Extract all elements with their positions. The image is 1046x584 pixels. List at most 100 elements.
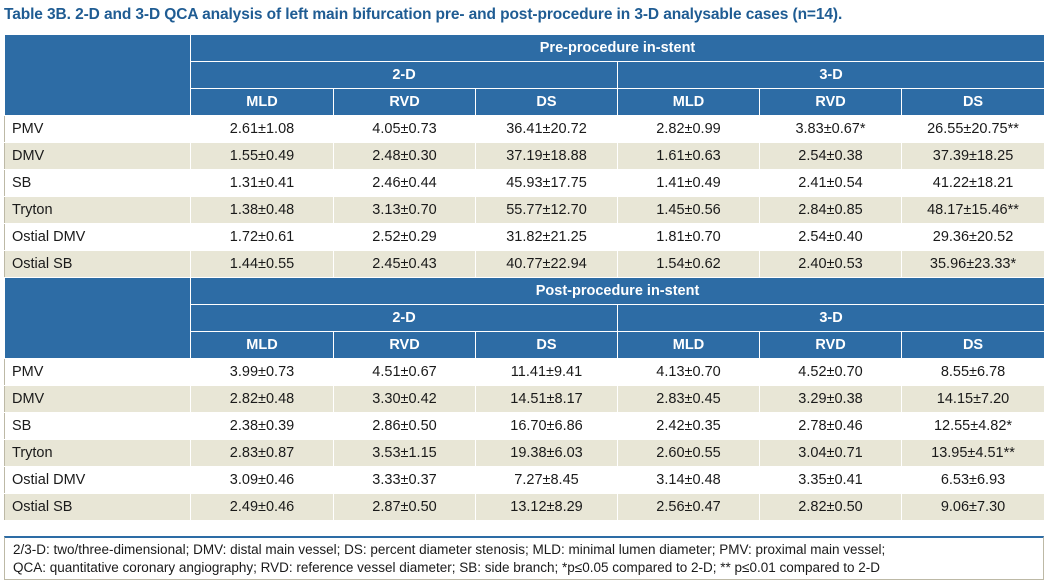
table-cell: 4.13±0.70	[617, 358, 760, 386]
section-heading-row: Pre-procedure in-stent	[4, 34, 1046, 116]
table-cell: 13.95±4.51**	[900, 439, 1046, 467]
group-heading: 3-D	[616, 61, 1046, 89]
column-heading: RVD	[759, 331, 902, 359]
row-label: Ostial DMV	[4, 466, 191, 494]
table-cell: 2.83±0.87	[190, 439, 334, 467]
group-heading: 2-D	[190, 304, 618, 332]
row-label: PMV	[4, 115, 191, 143]
qca-table: Pre-procedure in-stent 2-D 3-D MLD RVD DS MLD R…	[4, 34, 1046, 521]
table-cell: 1.45±0.56	[617, 196, 760, 224]
column-heading: DS	[900, 88, 1046, 116]
table-cell: 3.83±0.67*	[759, 115, 902, 143]
row-label: Ostial SB	[4, 250, 191, 278]
group-heading: 3-D	[616, 304, 1046, 332]
table-cell: 45.93±17.75	[475, 169, 618, 197]
table-cell: 2.78±0.46	[759, 412, 902, 440]
table-cell: 2.54±0.38	[759, 142, 902, 170]
table-cell: 9.06±7.30	[900, 493, 1046, 521]
section-heading: Pre-procedure in-stent	[189, 34, 1046, 62]
table-cell: 12.55±4.82*	[900, 412, 1046, 440]
table-cell: 2.49±0.46	[190, 493, 334, 521]
table-cell: 16.70±6.86	[475, 412, 618, 440]
table-row: Ostial DMV 3.09±0.46 3.33±0.37 7.27±8.45 3.1…	[4, 466, 1046, 494]
table-cell: 2.56±0.47	[617, 493, 760, 521]
row-label: SB	[4, 169, 191, 197]
column-heading: MLD	[617, 331, 760, 359]
table-cell: 2.82±0.99	[617, 115, 760, 143]
table-cell: 37.19±18.88	[475, 142, 618, 170]
table-cell: 7.27±8.45	[475, 466, 618, 494]
table-cell: 2.40±0.53	[759, 250, 902, 278]
table-cell: 48.17±15.46**	[900, 196, 1046, 224]
header-blank-cell	[4, 34, 191, 116]
table-cell: 2.60±0.55	[617, 439, 760, 467]
table-cell: 1.44±0.55	[190, 250, 334, 278]
table-cell: 4.52±0.70	[759, 358, 902, 386]
table-cell: 3.14±0.48	[617, 466, 760, 494]
table-cell: 36.41±20.72	[475, 115, 618, 143]
table-cell: 2.54±0.40	[759, 223, 902, 251]
section-heading: Post-procedure in-stent	[189, 277, 1046, 305]
table-cell: 1.54±0.62	[617, 250, 760, 278]
table-cell: 1.61±0.63	[617, 142, 760, 170]
table-cell: 8.55±6.78	[900, 358, 1046, 386]
group-heading: 2-D	[190, 61, 618, 89]
table-cell: 55.77±12.70	[475, 196, 618, 224]
table-row: Tryton 2.83±0.87 3.53±1.15 19.38±6.03 2.60±0…	[4, 439, 1046, 467]
table-cell: 2.61±1.08	[190, 115, 334, 143]
table-cell: 2.45±0.43	[333, 250, 476, 278]
table-cell: 2.52±0.29	[333, 223, 476, 251]
table-cell: 14.15±7.20	[900, 385, 1046, 413]
row-label: Ostial DMV	[4, 223, 191, 251]
table-cell: 2.82±0.50	[759, 493, 902, 521]
table-row: Ostial SB 2.49±0.46 2.87±0.50 13.12±8.29 2.5…	[4, 493, 1046, 521]
section-heading-row: Post-procedure in-stent	[4, 277, 1046, 359]
table-cell: 2.48±0.30	[333, 142, 476, 170]
table-cell: 2.84±0.85	[759, 196, 902, 224]
footnote-line-1: 2/3-D: two/three-dimensional; DMV: dista…	[13, 542, 886, 557]
table-cell: 29.36±20.52	[900, 223, 1046, 251]
table-cell: 2.46±0.44	[333, 169, 476, 197]
table-cell: 3.04±0.71	[759, 439, 902, 467]
table-cell: 3.33±0.37	[333, 466, 476, 494]
table-cell: 31.82±21.25	[475, 223, 618, 251]
table-cell: 1.31±0.41	[190, 169, 334, 197]
table-cell: 1.38±0.48	[190, 196, 334, 224]
row-label: DMV	[4, 142, 191, 170]
table-row: DMV 2.82±0.48 3.30±0.42 14.51±8.17 2.83±0.45…	[4, 385, 1046, 413]
column-heading-row: MLD RVD DS MLD RVD DS	[5, 331, 1046, 359]
column-heading: DS	[475, 331, 618, 359]
row-label: DMV	[4, 385, 191, 413]
row-label: Tryton	[4, 439, 191, 467]
table-row: PMV 2.61±1.08 4.05±0.73 36.41±20.72 2.82±0.9…	[4, 115, 1046, 143]
column-heading: MLD	[190, 331, 334, 359]
table-cell: 26.55±20.75**	[900, 115, 1046, 143]
table-cell: 4.51±0.67	[333, 358, 476, 386]
table-footnote: 2/3-D: two/three-dimensional; DMV: dista…	[4, 536, 1044, 580]
table-cell: 2.41±0.54	[759, 169, 902, 197]
table-cell: 2.82±0.48	[190, 385, 334, 413]
footnote-line-2: QCA: quantitative coronary angiography; …	[13, 560, 881, 575]
column-heading: RVD	[333, 88, 476, 116]
table-row: SB 1.31±0.41 2.46±0.44 45.93±17.75 1.41±0.49…	[4, 169, 1046, 197]
table-cell: 40.77±22.94	[475, 250, 618, 278]
table-cell: 3.29±0.38	[759, 385, 902, 413]
table-cell: 2.42±0.35	[617, 412, 760, 440]
table-cell: 37.39±18.25	[900, 142, 1046, 170]
column-heading: DS	[900, 331, 1046, 359]
column-heading-row: MLD RVD DS MLD RVD DS	[5, 88, 1046, 116]
table-cell: 2.38±0.39	[190, 412, 334, 440]
column-heading: RVD	[759, 88, 902, 116]
table-row: SB 2.38±0.39 2.86±0.50 16.70±6.86 2.42±0.35 2…	[4, 412, 1046, 440]
table-cell: 2.87±0.50	[333, 493, 476, 521]
group-heading-row: 2-D 3-D	[5, 304, 1046, 332]
table-cell: 3.13±0.70	[333, 196, 476, 224]
column-heading: RVD	[333, 331, 476, 359]
row-label: Ostial SB	[4, 493, 191, 521]
column-heading: MLD	[190, 88, 334, 116]
table-cell: 3.99±0.73	[190, 358, 334, 386]
table-cell: 2.83±0.45	[617, 385, 760, 413]
column-heading: DS	[475, 88, 618, 116]
table-cell: 6.53±6.93	[900, 466, 1046, 494]
table-row: PMV 3.99±0.73 4.51±0.67 11.41±9.41 4.13±0.70…	[4, 358, 1046, 386]
